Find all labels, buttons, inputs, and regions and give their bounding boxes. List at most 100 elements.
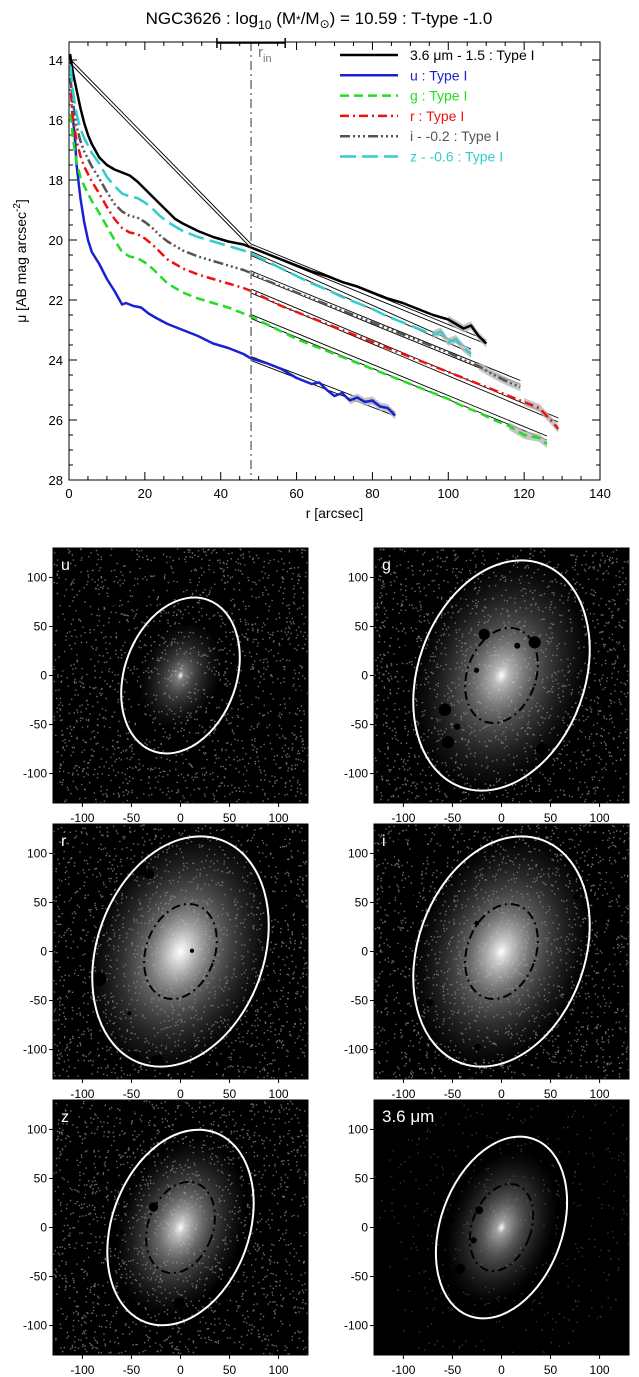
panel-label: r: [61, 833, 67, 850]
masked-source: [589, 836, 599, 846]
image-panel-g: g -100 -50 0 50 100 100 50 0 -50 -100: [344, 547, 630, 825]
x-tick-label: 100: [437, 486, 459, 501]
legend-entry: 3.6 μm - 1.5 : Type I: [410, 47, 535, 63]
panel-frame: [373, 547, 630, 804]
masked-source: [127, 559, 140, 572]
fit-line: [250, 270, 521, 381]
x-tick-label: 0: [65, 486, 72, 501]
masked-source: [612, 921, 624, 932]
masked-source: [97, 1111, 106, 1120]
y-tick-label: 0: [40, 1221, 47, 1235]
masked-source: [475, 1206, 484, 1215]
y-tick-label: -100: [344, 1319, 368, 1333]
y-tick-label: 100: [27, 570, 47, 584]
masked-source: [92, 972, 107, 986]
y-tick-label: 50: [355, 619, 369, 633]
outer-ellipse: [106, 1128, 255, 1327]
masked-source: [387, 914, 401, 928]
galaxy-light: [413, 836, 590, 1067]
galaxy-light: [413, 560, 590, 791]
masked-source: [503, 1318, 510, 1325]
x-tick-label: -50: [123, 811, 141, 825]
y-tick-label: 0: [361, 945, 368, 959]
galaxy-light: [87, 830, 274, 1073]
masked-source: [189, 948, 195, 953]
x-tick-label: -100: [391, 811, 415, 825]
image-panel-36um: 3.6 μm -100 -50 0 50 100 100 50 0 -50 -100: [344, 1099, 630, 1377]
series-line: [69, 113, 548, 445]
masked-source: [496, 1101, 510, 1116]
profile-ticks: 0 20 40 60 80 100 120 140 14 16 18 20 22 24 26 28: [49, 42, 611, 501]
masked-source: [190, 559, 196, 565]
masked-source: [64, 958, 78, 972]
x-tick-label: 50: [223, 1363, 237, 1377]
legend-entry: r : Type I: [410, 108, 464, 124]
masked-source: [92, 1103, 102, 1113]
masked-source: [573, 893, 580, 900]
masked-source: [144, 868, 155, 880]
error-band: [448, 315, 487, 348]
x-tick-label: 0: [498, 1087, 505, 1101]
noise: [374, 548, 629, 803]
masked-source: [273, 826, 288, 841]
panel-frame: [52, 1099, 309, 1356]
masked-source: [397, 838, 407, 848]
masked-source: [302, 667, 308, 678]
x-tick-label: 50: [544, 1087, 558, 1101]
error-band: [524, 398, 559, 433]
x-tick-label: 140: [589, 486, 611, 501]
x-tick-label: 50: [223, 1087, 237, 1101]
masked-source: [120, 1230, 125, 1235]
y-tick-label: 0: [361, 669, 368, 683]
masked-source: [228, 794, 234, 800]
image-panel-i: i -100 -50 0 50 100 100 50 0 -50 -100: [344, 823, 630, 1101]
fit-line: [68, 57, 252, 245]
masked-source: [222, 1346, 234, 1355]
masked-source: [615, 644, 622, 651]
y-tick-label: -100: [344, 1043, 368, 1057]
masked-source: [514, 642, 521, 649]
masked-source: [119, 761, 129, 770]
fit-line: [250, 360, 396, 417]
profile-plot: 0 20 40 60 80 100 120 140 14 16 18 20 22 24 26 28 rin 3…: [12, 38, 611, 521]
y-tick-label: -50: [30, 994, 48, 1008]
y-tick-label: -100: [23, 1043, 47, 1057]
masked-source: [569, 1249, 578, 1258]
outer-ellipse: [412, 559, 591, 792]
masked-source: [195, 1057, 206, 1068]
panel-frame: [52, 823, 309, 1080]
x-tick-label: 100: [590, 1363, 610, 1377]
masked-source: [295, 866, 305, 876]
profile-series: [68, 53, 560, 448]
masked-source: [399, 850, 411, 862]
masked-source: [158, 594, 170, 606]
y-tick-label: 26: [49, 413, 63, 428]
series-line: [70, 110, 397, 417]
masked-source: [181, 617, 191, 626]
x-tick-label: 0: [498, 811, 505, 825]
masked-source: [72, 1250, 82, 1261]
masked-source: [436, 1318, 449, 1331]
masked-source: [504, 548, 510, 553]
panel-frame: [52, 547, 309, 804]
masked-source: [263, 1116, 271, 1123]
x-tick-label: -100: [70, 811, 94, 825]
masked-source: [132, 1331, 146, 1345]
panel-label: i: [382, 833, 386, 850]
x-tick-label: 50: [544, 1363, 558, 1377]
y-tick-label: 50: [34, 619, 48, 633]
x-tick-label: 0: [177, 811, 184, 825]
y-tick-label: 100: [27, 1122, 47, 1136]
masked-source: [398, 990, 412, 1004]
masked-source: [454, 1263, 466, 1275]
panel-label: u: [61, 557, 70, 574]
masked-source: [288, 897, 297, 906]
masked-source: [592, 718, 599, 724]
fit-line: [250, 318, 548, 441]
series-line: [69, 92, 560, 430]
rin-marker: rin: [216, 38, 286, 480]
x-tick-label: 100: [269, 811, 289, 825]
x-tick-label: 0: [177, 1087, 184, 1101]
masked-source: [428, 596, 438, 607]
